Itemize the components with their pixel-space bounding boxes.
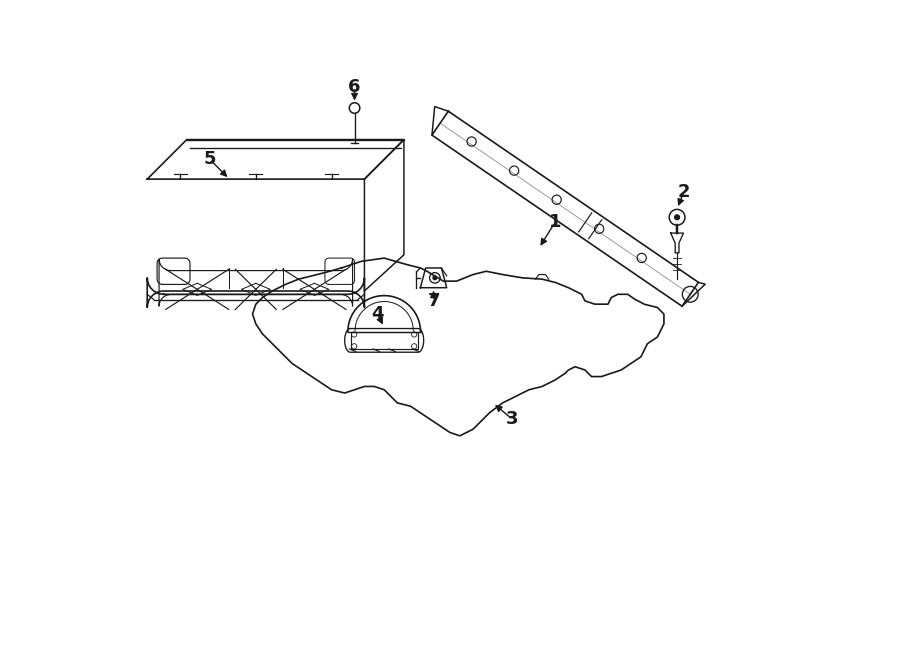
- Text: 7: 7: [428, 292, 440, 310]
- Text: 3: 3: [507, 410, 518, 428]
- Text: 1: 1: [549, 213, 562, 231]
- Text: 4: 4: [372, 305, 383, 323]
- Circle shape: [433, 276, 436, 280]
- Text: 5: 5: [203, 150, 216, 169]
- Text: 2: 2: [678, 183, 690, 201]
- Circle shape: [675, 215, 680, 219]
- Text: 6: 6: [348, 78, 361, 96]
